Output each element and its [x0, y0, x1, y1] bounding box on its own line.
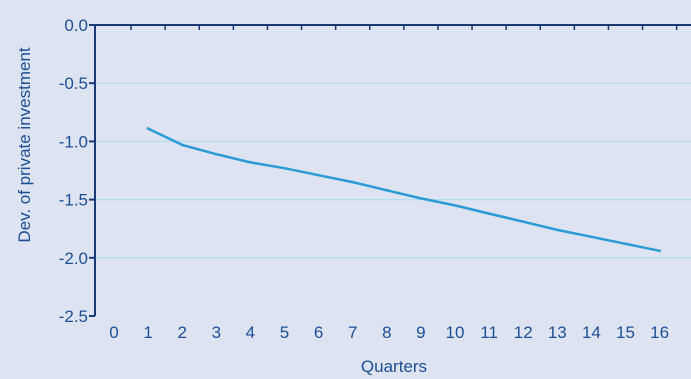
data-point — [521, 220, 525, 224]
tick-labels: 0.0-0.5-1.0-1.5-2.0-2.50 1 2 3 4 5 6 7 8 9 10 11 12 1… — [59, 16, 669, 342]
y-tick-label: -1.0 — [59, 132, 88, 151]
y-tick-label: -0.5 — [59, 74, 88, 93]
x-tick-label: 10 — [446, 323, 465, 342]
data-point — [419, 197, 423, 200]
data-point — [317, 173, 320, 177]
series-line — [146, 127, 661, 253]
y-tick-label: -2.0 — [59, 249, 88, 268]
data-point — [590, 235, 593, 239]
data-point — [385, 188, 389, 192]
x-tick-label: 4 — [246, 323, 255, 342]
y-tick-label: 0.0 — [64, 16, 88, 35]
data-point — [556, 228, 559, 232]
x-tick-label: 2 — [177, 323, 186, 342]
y-axis-title: Dev. of private investment — [15, 47, 34, 243]
x-tick-label: 5 — [280, 323, 289, 342]
x-tick-label: 8 — [382, 323, 391, 342]
axes — [89, 24, 691, 317]
x-tick-label: 15 — [616, 323, 635, 342]
x-axis-title: Quarters — [361, 357, 427, 376]
x-tick-label: 3 — [212, 323, 221, 342]
y-tick-label: -1.5 — [59, 191, 88, 210]
data-point — [249, 161, 252, 164]
gridlines — [95, 82, 691, 259]
data-point — [215, 152, 218, 156]
x-tick-label: 1 — [143, 323, 152, 342]
data-point — [624, 242, 627, 246]
data-point — [283, 166, 286, 170]
data-point — [180, 143, 184, 147]
data-point — [146, 127, 150, 130]
x-tick-label: 16 — [650, 323, 669, 342]
data-point — [453, 204, 457, 207]
y-tick-label: -2.5 — [59, 307, 88, 326]
x-tick-label: 13 — [548, 323, 567, 342]
series-layer — [146, 127, 661, 253]
data-point — [487, 212, 491, 215]
x-tick-label: 0 — [109, 323, 118, 342]
x-tick-label: 9 — [416, 323, 425, 342]
x-tick-label: 12 — [514, 323, 533, 342]
x-tick-label: 7 — [348, 323, 357, 342]
x-tick-label: 14 — [582, 323, 601, 342]
x-tick-label: 6 — [314, 323, 323, 342]
data-point — [658, 249, 661, 253]
x-tick-label: 11 — [480, 323, 498, 342]
data-point — [351, 180, 355, 184]
